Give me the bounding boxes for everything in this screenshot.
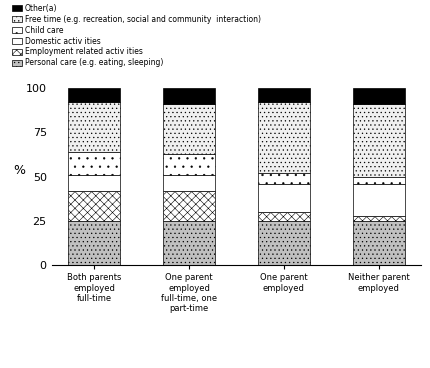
- Bar: [163, 154, 215, 175]
- Bar: [68, 88, 120, 102]
- Bar: [258, 88, 310, 102]
- Bar: [68, 152, 120, 175]
- Bar: [353, 221, 405, 265]
- Y-axis label: %: %: [13, 164, 25, 177]
- Bar: [68, 221, 120, 265]
- Bar: [68, 102, 120, 152]
- Bar: [258, 184, 310, 212]
- Bar: [163, 88, 215, 104]
- Bar: [163, 175, 215, 191]
- Bar: [353, 88, 405, 104]
- Bar: [258, 102, 310, 173]
- Bar: [258, 221, 310, 265]
- Bar: [163, 104, 215, 154]
- Bar: [353, 177, 405, 184]
- Bar: [353, 184, 405, 216]
- Bar: [163, 191, 215, 221]
- Bar: [353, 216, 405, 221]
- Bar: [68, 175, 120, 191]
- Bar: [163, 221, 215, 265]
- Bar: [258, 212, 310, 221]
- Bar: [68, 191, 120, 221]
- Bar: [258, 173, 310, 184]
- Legend: Other(a), Free time (e.g. recreation, social and community  interaction), Child : Other(a), Free time (e.g. recreation, so…: [12, 4, 261, 67]
- Bar: [353, 104, 405, 177]
